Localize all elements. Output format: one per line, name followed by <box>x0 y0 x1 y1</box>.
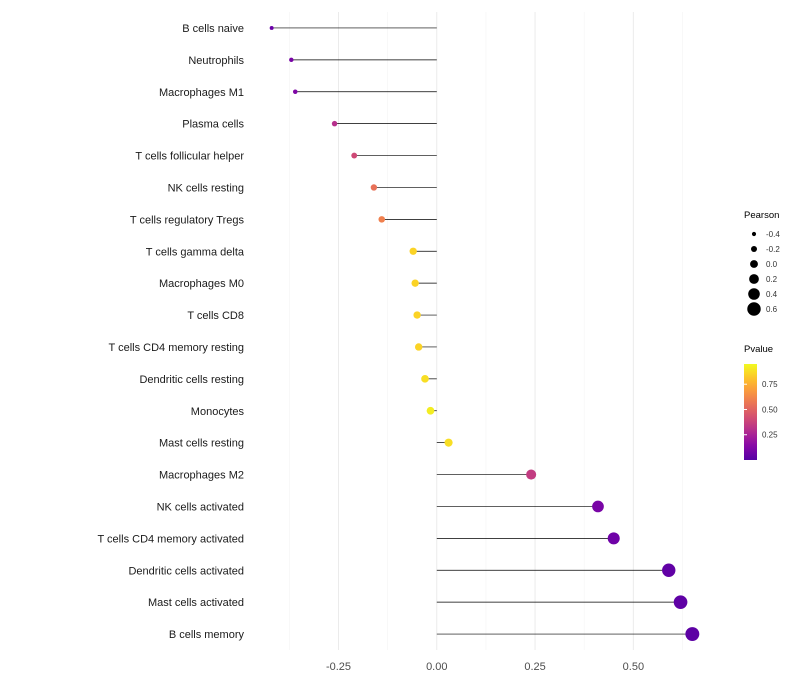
category-label: Neutrophils <box>188 55 244 67</box>
lollipop-row: Mast cells resting <box>159 438 453 450</box>
category-label: Mast cells activated <box>148 597 244 609</box>
lollipop-row: T cells CD8 <box>187 310 437 322</box>
x-axis-tick-label: -0.25 <box>326 661 351 673</box>
lollipop-row: T cells follicular helper <box>135 151 437 163</box>
category-label: Macrophages M1 <box>159 87 244 99</box>
data-point-dot <box>411 279 419 287</box>
data-point-dot <box>413 311 421 319</box>
category-label: Dendritic cells activated <box>128 565 244 577</box>
data-point-dot <box>426 406 435 415</box>
category-label: B cells naive <box>182 23 244 35</box>
legend-color-tick-label: 0.50 <box>762 405 778 414</box>
lollipop-row: Macrophages M0 <box>159 278 437 290</box>
legend-size-dot <box>748 288 760 300</box>
data-point-dot <box>414 343 423 351</box>
legend-size-label: 0.0 <box>766 260 778 269</box>
legend-color-tick-label: 0.75 <box>762 380 778 389</box>
data-point-dot <box>444 438 453 447</box>
category-label: T cells CD8 <box>187 310 244 322</box>
data-point-dot <box>592 500 604 513</box>
category-label: T cells CD4 memory activated <box>97 533 244 545</box>
lollipop-row: NK cells activated <box>157 500 604 513</box>
lollipop-row: NK cells resting <box>168 182 437 194</box>
x-axis: -0.25 0.00 0.25 0.50 <box>326 661 644 673</box>
category-label: T cells follicular helper <box>135 151 244 163</box>
data-point-dot <box>421 375 429 383</box>
data-point-dot <box>607 532 620 545</box>
x-axis-tick-label: 0.25 <box>524 661 545 673</box>
pearson-size-legend: Pearson -0.4 -0.2 0.0 0.2 0.4 0.6 <box>744 210 780 316</box>
legend-size-label: -0.2 <box>766 245 780 254</box>
x-axis-tick-label: 0.50 <box>623 661 644 673</box>
lollipop-row: B cells memory <box>169 627 700 642</box>
lollipop-row: Monocytes <box>191 406 437 418</box>
pvalue-gradient-bar <box>744 364 757 460</box>
legend-size-label: 0.6 <box>766 305 778 314</box>
legend-size-dot <box>750 260 758 268</box>
legend-size-dot <box>751 246 757 252</box>
category-label: NK cells activated <box>157 501 244 513</box>
legend-title-pvalue: Pvalue <box>744 344 773 355</box>
data-point-dot <box>526 469 537 480</box>
legend-size-label: -0.4 <box>766 230 780 239</box>
data-point-dot <box>289 57 294 63</box>
data-point-dot <box>331 120 338 127</box>
lollipop-rows: B cells naive Neutrophils Macrophages M1 Pl… <box>97 23 700 642</box>
lollipop-row: Dendritic cells activated <box>128 563 676 577</box>
data-point-dot <box>685 627 700 642</box>
lollipop-row: Dendritic cells resting <box>139 374 437 386</box>
category-label: T cells regulatory Tregs <box>130 214 245 226</box>
legend-color-tick-label: 0.25 <box>762 431 778 440</box>
category-label: Monocytes <box>191 406 245 418</box>
grid-lines <box>289 12 683 650</box>
category-label: B cells memory <box>169 629 245 641</box>
category-label: NK cells resting <box>168 182 244 194</box>
lollipop-row: B cells naive <box>182 23 437 35</box>
legend-size-dot <box>749 274 759 284</box>
lollipop-row: T cells gamma delta <box>146 246 437 258</box>
category-label: Macrophages M0 <box>159 278 244 290</box>
legend-size-dot <box>747 302 761 316</box>
x-axis-tick-label: 0.00 <box>426 661 447 673</box>
legend-size-label: 0.2 <box>766 275 778 284</box>
data-point-dot <box>673 595 688 609</box>
data-point-dot <box>662 563 676 577</box>
legend-size-dot <box>751 231 757 237</box>
data-point-dot <box>409 247 417 255</box>
category-label: Mast cells resting <box>159 438 244 450</box>
legend-title-pearson: Pearson <box>744 210 779 221</box>
lollipop-row: Macrophages M2 <box>159 469 537 482</box>
lollipop-row: Neutrophils <box>188 55 437 67</box>
data-point-dot <box>351 152 358 159</box>
data-point-dot <box>292 89 298 94</box>
lollipop-row: Plasma cells <box>182 119 437 131</box>
lollipop-row: T cells CD4 memory activated <box>97 532 620 545</box>
lollipop-row: Mast cells activated <box>148 595 688 609</box>
data-point-dot <box>378 216 386 223</box>
category-label: T cells CD4 memory resting <box>109 342 245 354</box>
data-point-dot <box>269 25 274 30</box>
category-label: Macrophages M2 <box>159 470 244 482</box>
pvalue-color-legend: Pvalue 0.75 0.50 0.25 <box>744 344 778 460</box>
legend-size-label: 0.4 <box>766 290 778 299</box>
lollipop-row: Macrophages M1 <box>159 87 437 99</box>
data-point-dot <box>370 184 378 191</box>
category-label: Dendritic cells resting <box>139 374 244 386</box>
category-label: Plasma cells <box>182 119 244 131</box>
lollipop-row: T cells regulatory Tregs <box>130 214 437 226</box>
lollipop-row: T cells CD4 memory resting <box>109 342 437 354</box>
category-label: T cells gamma delta <box>146 246 245 258</box>
